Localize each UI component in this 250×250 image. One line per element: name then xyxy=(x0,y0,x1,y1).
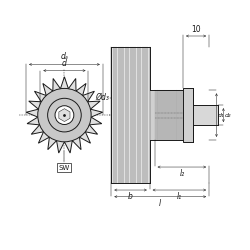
Text: 10: 10 xyxy=(191,25,201,34)
Bar xyxy=(112,47,150,183)
Text: b: b xyxy=(128,192,133,201)
Text: d: d xyxy=(62,59,67,68)
Circle shape xyxy=(38,88,91,142)
Polygon shape xyxy=(26,77,103,153)
Bar xyxy=(193,105,218,125)
Bar xyxy=(155,90,183,140)
Circle shape xyxy=(55,106,74,124)
Text: Ød₃: Ød₃ xyxy=(95,93,109,102)
Text: SW: SW xyxy=(59,164,70,170)
Text: l: l xyxy=(159,199,161,208)
Circle shape xyxy=(48,98,81,132)
Text: l₁: l₁ xyxy=(177,192,182,201)
Bar xyxy=(150,90,155,140)
Text: d₁: d₁ xyxy=(218,112,224,117)
Bar xyxy=(183,88,193,142)
Text: l₂: l₂ xyxy=(179,169,184,178)
Text: dₐ: dₐ xyxy=(60,52,68,62)
Text: d₂: d₂ xyxy=(225,112,231,117)
Polygon shape xyxy=(59,109,70,122)
